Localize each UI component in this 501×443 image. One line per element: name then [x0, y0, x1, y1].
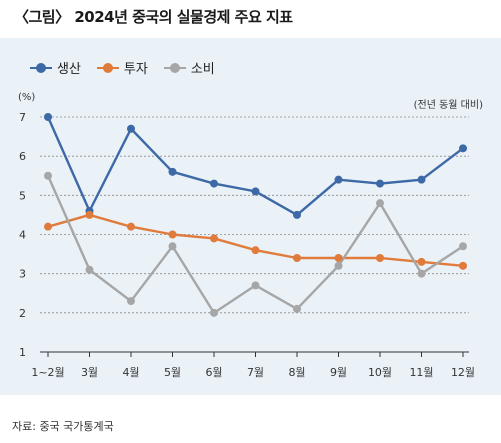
legend-swatch-production: [30, 62, 52, 73]
data-point-investment: [376, 254, 384, 262]
source-note: 자료: 중국 국가통계국: [12, 420, 114, 433]
y-tick-label: 3: [19, 268, 26, 281]
data-point-consumption: [334, 261, 343, 270]
data-point-investment: [459, 261, 467, 270]
data-point-consumption: [44, 171, 52, 180]
x-tick-label: 11월: [409, 366, 433, 379]
data-point-production: [293, 210, 301, 219]
data-point-production: [251, 187, 260, 196]
data-point-consumption: [127, 297, 135, 306]
x-tick-label: 1~2월: [31, 366, 64, 379]
data-point-investment: [127, 222, 135, 231]
data-point-investment: [85, 210, 94, 219]
data-point-consumption: [417, 269, 426, 278]
y-tick-label: 6: [19, 150, 26, 163]
x-tick-label: 5월: [164, 366, 181, 379]
legend: 생산 투자 소비: [30, 58, 215, 77]
y-tick-label: 7: [19, 111, 26, 124]
chart-title: 〈그림〉 2024년 중국의 실물경제 주요 지표: [14, 8, 293, 26]
data-point-production: [417, 175, 426, 184]
data-point-production: [376, 179, 384, 188]
data-point-consumption: [85, 265, 94, 274]
y-tick-label: 4: [19, 229, 26, 242]
x-tick-label: 12월: [451, 366, 475, 379]
x-tick-label: 10월: [368, 366, 392, 379]
legend-swatch-investment: [96, 62, 119, 73]
data-point-production: [210, 179, 218, 188]
data-point-consumption: [251, 281, 260, 290]
data-point-investment: [417, 257, 426, 266]
data-point-consumption: [168, 242, 177, 251]
x-tick-label: 8월: [288, 366, 305, 379]
data-point-production: [459, 144, 467, 153]
series-line-production: [46, 116, 464, 217]
x-tick-label: 7월: [247, 366, 264, 379]
legend-label-investment: 투자: [123, 62, 148, 77]
data-point-consumption: [293, 304, 301, 313]
y-axis-unit: (%): [18, 92, 36, 103]
x-tick-label: 9월: [330, 366, 347, 379]
y-tick-label: 2: [19, 307, 26, 320]
data-point-investment: [334, 254, 343, 262]
legend-item-production: 생산: [30, 58, 81, 77]
data-point-production: [334, 175, 343, 184]
data-point-consumption: [459, 242, 467, 251]
legend-label-consumption: 소비: [190, 62, 215, 77]
legend-label-production: 생산: [57, 62, 81, 77]
data-point-consumption: [376, 199, 384, 208]
data-point-investment: [251, 246, 260, 255]
y-tick-label: 5: [19, 189, 26, 202]
data-point-investment: [168, 230, 177, 239]
chart-note: (전년 동월 대비): [413, 100, 483, 111]
legend-swatch-consumption: [163, 62, 186, 73]
data-point-investment: [44, 222, 52, 231]
data-point-consumption: [210, 308, 218, 317]
y-tick-label: 1: [19, 346, 26, 359]
data-point-investment: [210, 234, 218, 243]
x-tick-label: 6월: [205, 366, 222, 379]
data-point-production: [44, 113, 52, 121]
data-point-investment: [293, 254, 301, 262]
legend-item-consumption: 소비: [163, 58, 215, 77]
data-point-production: [168, 167, 177, 176]
legend-item-investment: 투자: [96, 58, 148, 77]
x-tick-label: 4월: [122, 366, 139, 379]
series-line-consumption: [46, 175, 464, 315]
data-point-production: [127, 124, 135, 133]
x-tick-label: 3월: [81, 366, 98, 379]
